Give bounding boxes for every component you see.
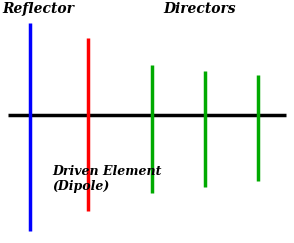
Text: Driven Element
(Dipole): Driven Element (Dipole): [52, 165, 161, 193]
Text: Directors: Directors: [163, 2, 235, 16]
Text: Reflector: Reflector: [2, 2, 74, 16]
